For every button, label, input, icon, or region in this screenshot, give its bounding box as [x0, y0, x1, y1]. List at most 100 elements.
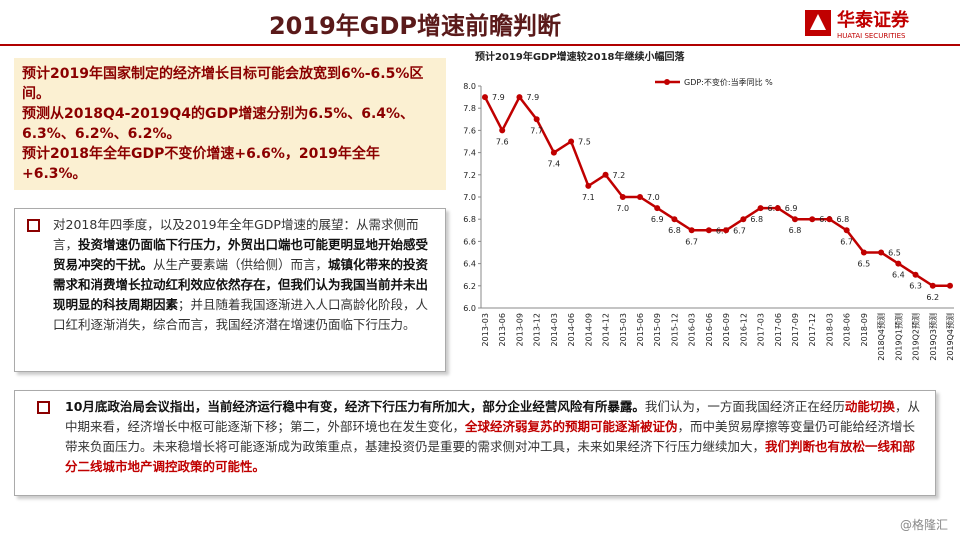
logo-sub: HUATAI SECURITIES	[837, 32, 906, 40]
point	[516, 94, 523, 101]
data-label: 7.7	[530, 126, 543, 135]
x-tick-label: 2017-06	[774, 313, 783, 346]
point	[757, 205, 764, 212]
data-label: 7.5	[578, 138, 591, 147]
y-tick-label: 6.2	[463, 282, 476, 291]
data-label: 6.7	[716, 226, 729, 235]
point	[929, 282, 936, 289]
y-tick-label: 7.2	[463, 171, 476, 180]
data-label: 6.8	[836, 215, 849, 224]
data-label: 6.2	[926, 293, 939, 302]
data-label: 7.6	[496, 137, 509, 146]
data-label: 6.7	[733, 226, 746, 235]
point	[774, 205, 781, 212]
point-box: 10月底政治局会议指出，当前经济运行稳中有变，经济下行压力有所加大，部分企业经营…	[14, 390, 936, 496]
point	[705, 227, 712, 234]
x-tick-label: 2014-06	[567, 313, 576, 346]
point	[550, 149, 557, 156]
data-label: 6.9	[768, 204, 781, 213]
x-tick-label: 2013-06	[498, 313, 507, 346]
data-label: 6.5	[888, 249, 901, 258]
text-run: 我们判断也有放松一线和部分二线城市地产调控政策的可能性。	[65, 439, 916, 474]
point	[878, 249, 885, 256]
x-tick-label: 2015-12	[670, 313, 679, 346]
point	[860, 249, 867, 256]
x-tick-label: 2019Q1预测	[893, 313, 903, 361]
x-tick-label: 2019Q3预测	[928, 313, 938, 361]
summary-line: 预计2018年全年GDP不变价增速+6.6%，2019年全年+6.3%。	[22, 146, 380, 182]
data-label: 6.9	[651, 215, 664, 224]
y-tick-label: 6.0	[463, 304, 476, 313]
data-label: 6.9	[785, 204, 798, 213]
x-tick-label: 2014-03	[550, 313, 559, 346]
point	[740, 216, 747, 223]
y-tick-label: 7.0	[463, 193, 476, 202]
x-tick-label: 2017-03	[757, 313, 766, 346]
header-line	[0, 44, 960, 46]
x-tick-label: 2015-03	[619, 313, 628, 346]
text-run: ，而中美贸易摩擦等变量仍可能给经济增长带来负面压力。未来稳增长将可能逐渐成为政策…	[65, 419, 916, 454]
chart: 预计2019年GDP增速较2018年继续小幅回落 6.0 6.2 6.4 6.6 6.8…	[463, 50, 955, 361]
point	[947, 282, 953, 289]
text-run: 10月底政治局会议指出，当前经济运行稳中有变，经济下行压力有所加大，部分企业经营…	[65, 399, 645, 414]
point	[619, 194, 626, 200]
point	[723, 227, 730, 234]
x-tick-label: 2014-12	[602, 313, 611, 346]
point	[912, 271, 919, 278]
text-run: 投资增速仍面临下行压力，外贸出口端也可能更明显地开始感受贸易冲突的干扰。	[53, 237, 429, 272]
chart-title: 预计2019年GDP增速较2018年继续小幅回落	[475, 50, 686, 63]
x-tick-label: 2013-03	[481, 313, 490, 346]
slide-title: 2019年GDP增速前瞻判断	[268, 12, 561, 40]
point	[843, 227, 850, 234]
bullet	[27, 219, 40, 232]
y-tick-label: 8.0	[463, 82, 476, 91]
point	[585, 182, 592, 189]
x-tick-label: 2017-12	[808, 313, 817, 346]
data-label: 7.9	[492, 93, 505, 102]
x-tick-label: 2018-09	[860, 313, 869, 346]
x-tick-label: 2013-12	[533, 313, 542, 346]
text-run: 全球经济弱复苏的预期可能逐渐被证伪	[465, 419, 678, 434]
y-tick-label: 7.4	[463, 149, 476, 158]
text-run: ，从中期来看，经济增长中枢可能逐渐下移；第二，外部环境也在发生变化，	[65, 399, 920, 434]
text-run: ；并且随着我国逐渐进入人口高龄化阶段，人口红利逐渐消失，综合而言，我国经济潜在增…	[53, 297, 429, 332]
y-tick-label: 7.6	[463, 126, 476, 135]
point	[826, 216, 833, 223]
data-label: 7.0	[647, 193, 660, 202]
data-label: 6.3	[909, 282, 922, 291]
point	[809, 216, 816, 223]
text-run: 我们认为，一方面我国经济正在经历	[644, 399, 845, 414]
point	[637, 194, 643, 200]
x-tick-label: 2016-09	[722, 313, 731, 346]
data-label: 6.8	[819, 215, 832, 224]
x-tick-label: 2015-06	[636, 313, 645, 346]
data-label: 6.4	[892, 271, 905, 280]
x-tick-label: 2015-09	[653, 313, 662, 346]
x-tick-label: 2013-09	[515, 313, 524, 346]
point	[895, 260, 902, 267]
x-tick-label: 2018-03	[825, 313, 834, 346]
legend-swatch	[664, 79, 670, 85]
data-label: 6.8	[750, 215, 763, 224]
watermark: @格隆汇	[899, 518, 948, 532]
bullet	[37, 401, 50, 414]
x-tick-label: 2019Q4预测	[945, 313, 955, 361]
point	[792, 216, 798, 223]
y-tick-label: 6.4	[463, 260, 476, 269]
data-label: 7.9	[526, 93, 539, 102]
point	[533, 116, 540, 123]
point	[654, 205, 661, 212]
text-run: 城镇化带来的投资需求和消费增长拉动红利效应依然存在，但我们认为我国当前并未出现明…	[53, 257, 429, 312]
data-label: 7.1	[582, 193, 595, 202]
x-tick-label: 2016-03	[688, 313, 697, 346]
point	[602, 171, 609, 178]
x-tick-label: 2016-06	[705, 313, 714, 346]
logo: 华泰证券 HUATAI SECURITIES	[805, 9, 910, 40]
text-run: 动能切换	[844, 399, 895, 414]
series-line	[483, 94, 950, 288]
point-box: 对2018年四季度，以及2019年全年GDP增速的展望：从需求侧而言，投资增速仍…	[14, 208, 446, 372]
data-label: 6.8	[789, 226, 802, 235]
point	[568, 138, 575, 145]
point	[688, 227, 695, 234]
